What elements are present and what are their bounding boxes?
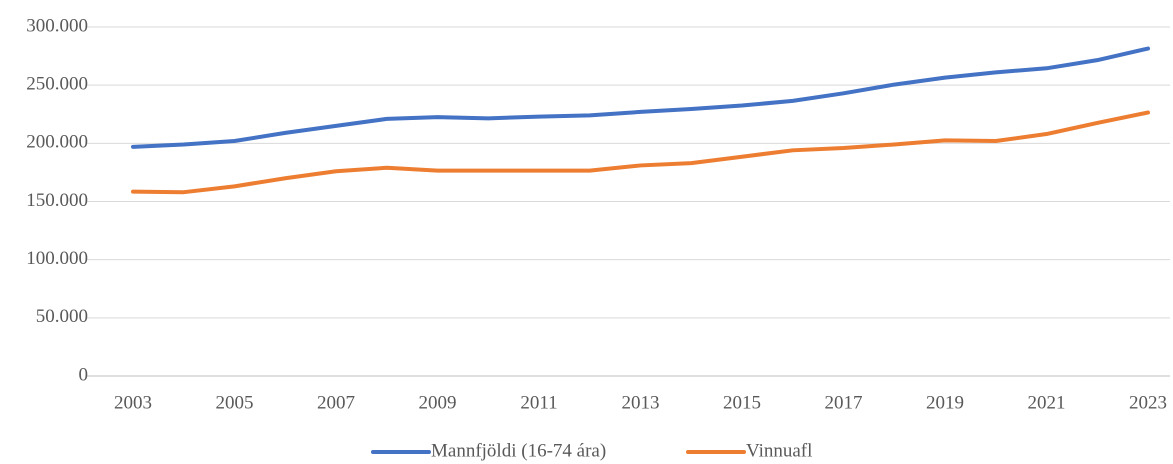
series-line — [131, 110, 1150, 195]
x-tick-label: 2005 — [216, 392, 254, 413]
x-tick-label: 2011 — [520, 392, 557, 413]
x-tick-label: 2013 — [622, 392, 660, 413]
y-tick-label: 300.000 — [26, 15, 88, 36]
y-tick-label: 100.000 — [26, 248, 88, 269]
y-tick-label: 150.000 — [26, 190, 88, 211]
legend-label: Vinnuafl — [746, 440, 812, 461]
x-tick-label: 2021 — [1028, 392, 1066, 413]
x-tick-label: 2015 — [723, 392, 761, 413]
y-tick-label: 250.000 — [26, 74, 88, 95]
x-tick-label: 2019 — [926, 392, 964, 413]
x-tick-label: 2009 — [419, 392, 457, 413]
x-tick-label: 2023 — [1129, 392, 1167, 413]
legend-label: Mannfjöldi (16-74 ára) — [431, 440, 606, 461]
y-tick-label: 0 — [79, 364, 89, 385]
x-tick-label: 2007 — [317, 392, 355, 413]
x-tick-label: 2003 — [114, 392, 152, 413]
x-tick-label: 2017 — [825, 392, 863, 413]
y-tick-label: 200.000 — [26, 132, 88, 153]
y-tick-label: 50.000 — [36, 306, 88, 327]
series-line — [131, 46, 1150, 149]
